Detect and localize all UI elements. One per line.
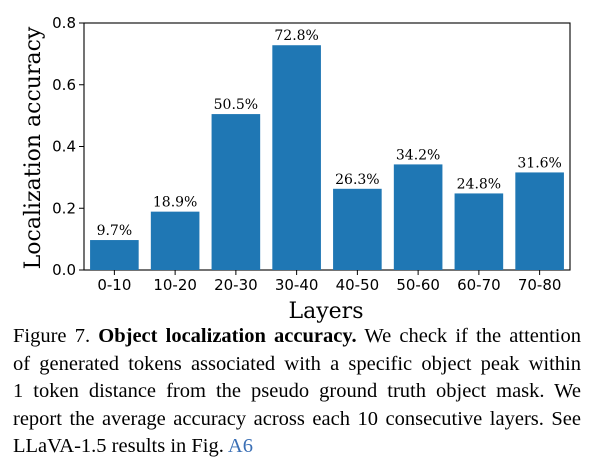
y-axis-ticks: 0.0 0.2 0.4 0.6 0.8 (52, 14, 84, 279)
data-label-20-30: 50.5% (214, 97, 258, 113)
x-axis-label: Layers (289, 299, 364, 324)
figure-label: Figure 7. (13, 325, 91, 347)
bars (90, 45, 564, 271)
data-label-50-60: 34.2% (396, 147, 440, 163)
data-label-70-80: 31.6% (517, 155, 561, 171)
x-tick-label-60-70: 60-70 (457, 276, 501, 294)
y-tick-label-0.8: 0.8 (52, 14, 76, 32)
bar-50-60 (393, 164, 443, 270)
bar-60-70 (454, 193, 504, 270)
y-tick-label-0.2: 0.2 (52, 199, 76, 217)
x-tick-label-30-40: 30-40 (275, 276, 319, 294)
figure-reference-link[interactable]: A6 (227, 435, 253, 457)
bar-20-30 (211, 114, 261, 270)
bar-30-40 (272, 45, 321, 271)
x-tick-label-50-60: 50-60 (396, 276, 440, 294)
caption-text: We check if the attention (364, 325, 581, 347)
x-tick-label-0-10: 0-10 (97, 276, 131, 294)
data-label-60-70: 24.8% (457, 176, 501, 192)
bar-10-20 (150, 211, 200, 270)
data-label-0-10: 9.7% (97, 223, 133, 239)
caption-line: report the average accuracy across each … (13, 407, 581, 430)
x-axis-ticks: 0-10 10-20 20-30 30-40 40-50 50-60 60-70 70-80 (97, 270, 561, 294)
x-tick-label-20-30: 20-30 (214, 276, 258, 294)
data-label-40-50: 26.3% (335, 172, 379, 188)
y-tick-label-0.0: 0.0 (52, 261, 76, 279)
figure-caption: Figure 7. Object localization accuracy. … (13, 323, 581, 461)
bar-40-50 (333, 188, 382, 270)
x-tick-label-70-80: 70-80 (518, 276, 562, 294)
data-labels: 9.7% 18.9% 50.5% 72.8% 26.3% 34.2% 24.8% 31.6% (97, 28, 562, 239)
y-axis-label: Localization accuracy (21, 26, 46, 269)
bar-0-10 (90, 240, 139, 270)
caption-text: LLaVA-1.5 results in Fig. (13, 435, 224, 457)
caption-title: Object localization accuracy. (98, 325, 357, 347)
x-tick-label-10-20: 10-20 (153, 276, 197, 294)
bar-70-80 (515, 172, 564, 270)
data-label-30-40: 72.8% (274, 28, 318, 44)
data-label-10-20: 18.9% (153, 195, 197, 211)
caption-line: of generated tokens associated with a sp… (13, 352, 581, 375)
caption-line: 1 token distance from the pseudo ground … (13, 380, 581, 402)
bar-chart: 9.7%18.9%50.5%72.8%26.3%34.2%24.8%31.6% … (21, 14, 571, 324)
y-tick-label-0.4: 0.4 (52, 138, 76, 156)
y-tick-label-0.6: 0.6 (52, 76, 76, 94)
x-tick-label-40-50: 40-50 (336, 276, 380, 294)
